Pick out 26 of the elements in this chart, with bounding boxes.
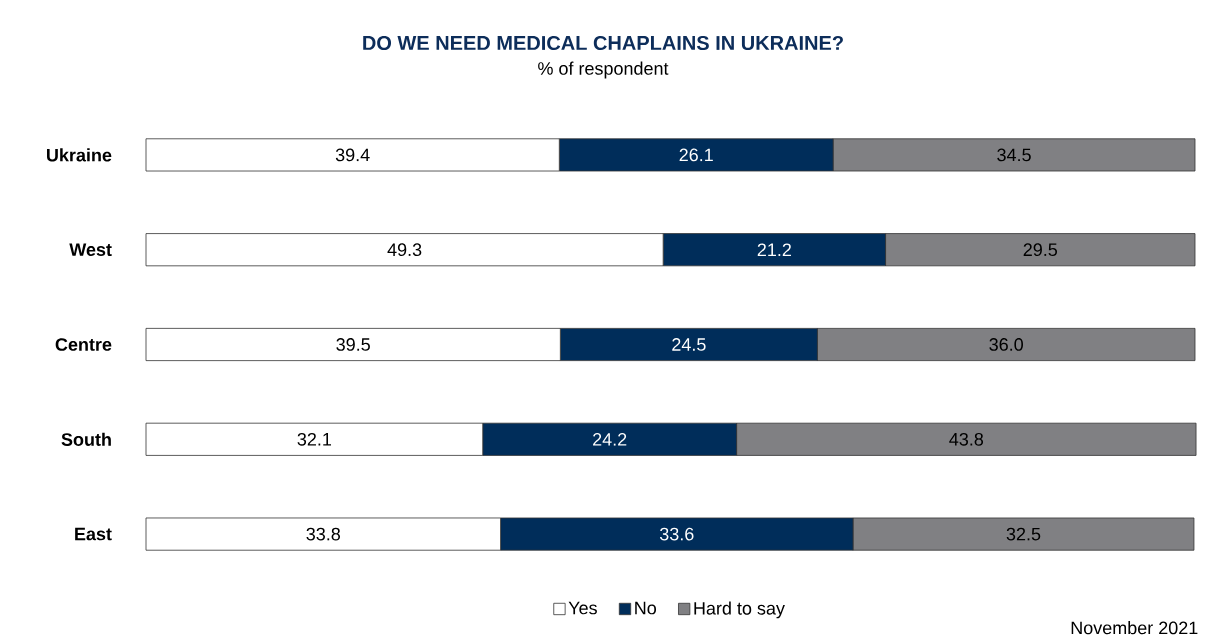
data-label: 33.8	[306, 527, 341, 541]
data-label: 43.8	[949, 432, 984, 446]
data-label: 39.4	[335, 148, 370, 162]
data-label: 33.6	[659, 527, 694, 541]
legend-label: Hard to say	[694, 601, 785, 619]
data-label: 36.0	[989, 338, 1023, 351]
data-label: 49.3	[387, 243, 422, 257]
y-tick-label: Centre	[55, 338, 112, 351]
chart-subtitle: % of respondent	[538, 61, 669, 79]
data-label: 26.1	[679, 148, 713, 162]
legend-label: Yes	[568, 601, 597, 615]
y-tick-label: Ukraine	[47, 148, 112, 162]
data-label: 24.5	[672, 338, 706, 351]
y-tick-label: West	[69, 243, 112, 256]
data-label: 32.5	[1006, 527, 1041, 541]
legend-label: No	[635, 601, 657, 615]
data-label: 32.1	[297, 432, 332, 446]
data-label: 21.2	[757, 243, 791, 256]
text: November 2021	[1071, 621, 1198, 635]
y-tick-label: South	[61, 432, 111, 446]
data-label: 39.5	[336, 338, 370, 351]
data-label: 34.5	[997, 148, 1031, 162]
y-tick-label: East	[75, 527, 112, 541]
data-label: 29.5	[1023, 243, 1058, 257]
chart-title: DO WE NEED MEDICAL CHAPLAINS IN UKRAINE?	[363, 35, 843, 51]
data-label: 24.2	[593, 433, 627, 446]
